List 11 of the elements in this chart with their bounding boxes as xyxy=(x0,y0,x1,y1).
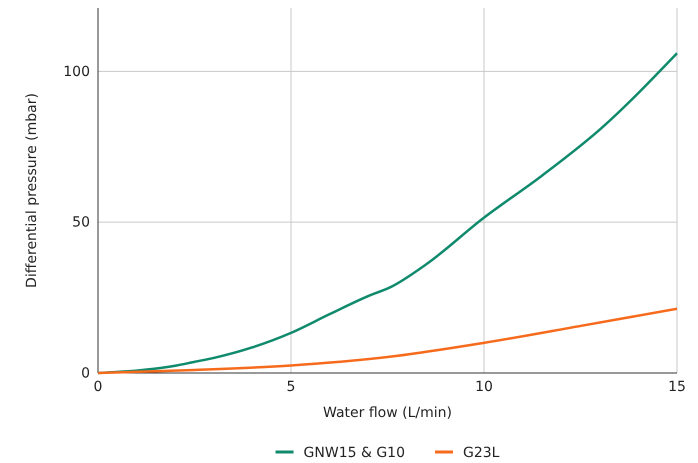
x-axis-title: Water flow (L/min) xyxy=(323,405,452,421)
legend-label: G23L xyxy=(463,444,500,461)
y-axis-title: Differential pressure (mbar) xyxy=(24,93,40,288)
x-tick-label: 15 xyxy=(668,378,686,395)
x-tick-label: 10 xyxy=(475,378,493,395)
x-tick-label: 5 xyxy=(286,378,296,395)
legend-label: GNW15 & G10 xyxy=(304,444,405,461)
x-tick-label: 0 xyxy=(94,378,102,395)
y-tick-label: 100 xyxy=(63,64,90,80)
y-tick-label: 0 xyxy=(81,365,90,382)
y-tick-label: 50 xyxy=(72,214,90,231)
